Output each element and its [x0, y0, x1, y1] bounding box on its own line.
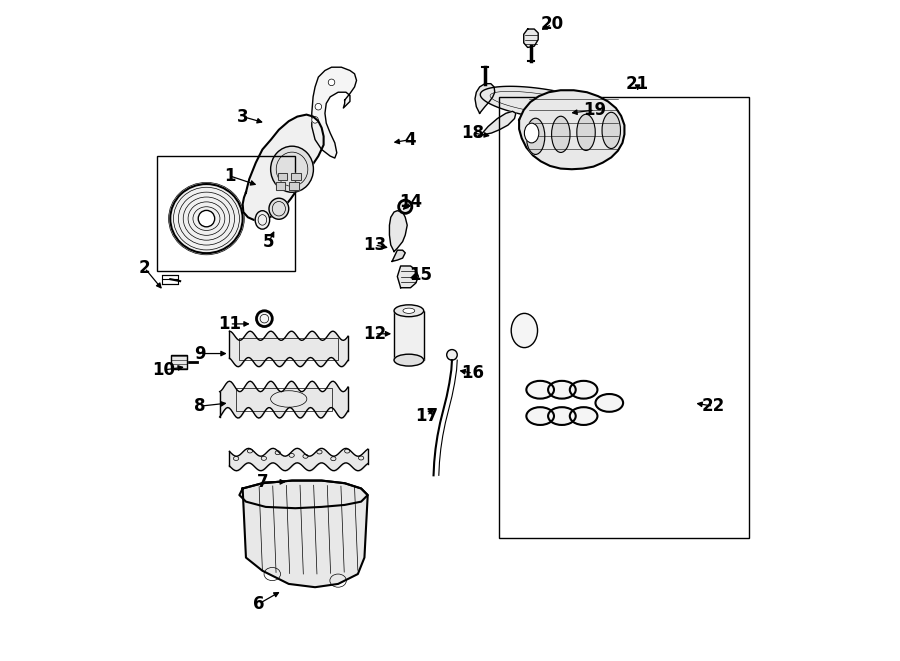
- Text: 19: 19: [583, 101, 607, 119]
- Ellipse shape: [602, 112, 620, 149]
- Polygon shape: [481, 87, 604, 120]
- Ellipse shape: [256, 211, 270, 229]
- Polygon shape: [390, 211, 407, 252]
- Ellipse shape: [570, 381, 598, 399]
- Text: 20: 20: [541, 15, 563, 34]
- Text: 14: 14: [399, 193, 422, 211]
- Bar: [171, 355, 186, 369]
- Text: 12: 12: [363, 325, 386, 343]
- Text: 16: 16: [462, 364, 484, 382]
- Bar: [171, 355, 186, 369]
- Bar: [292, 173, 301, 180]
- Polygon shape: [478, 111, 516, 136]
- Bar: [276, 182, 285, 190]
- Bar: [239, 338, 338, 360]
- Bar: [278, 173, 287, 180]
- Ellipse shape: [399, 200, 412, 214]
- Text: 9: 9: [194, 344, 206, 362]
- Bar: [290, 182, 299, 190]
- Text: 5: 5: [263, 233, 274, 251]
- Text: 18: 18: [462, 124, 484, 142]
- Bar: [278, 173, 287, 180]
- Text: 8: 8: [194, 397, 205, 415]
- Polygon shape: [392, 251, 405, 261]
- Bar: [276, 182, 285, 190]
- Ellipse shape: [526, 407, 554, 425]
- Bar: [394, 311, 424, 360]
- Ellipse shape: [271, 146, 313, 192]
- Ellipse shape: [548, 381, 576, 399]
- Ellipse shape: [394, 354, 424, 366]
- Polygon shape: [239, 481, 368, 508]
- Polygon shape: [524, 29, 538, 48]
- Ellipse shape: [446, 350, 457, 360]
- Text: 21: 21: [626, 75, 649, 93]
- Bar: [236, 389, 331, 410]
- Text: 2: 2: [139, 259, 150, 277]
- Text: 6: 6: [254, 595, 265, 613]
- Ellipse shape: [577, 114, 595, 151]
- Text: 17: 17: [416, 407, 438, 425]
- Polygon shape: [243, 114, 324, 220]
- Ellipse shape: [394, 305, 424, 317]
- Polygon shape: [311, 67, 356, 158]
- Ellipse shape: [548, 407, 576, 425]
- Text: 1: 1: [224, 167, 235, 185]
- Text: 22: 22: [702, 397, 724, 415]
- Ellipse shape: [198, 210, 215, 227]
- Polygon shape: [475, 84, 495, 113]
- Text: 3: 3: [237, 108, 248, 126]
- Polygon shape: [397, 266, 418, 288]
- Text: 10: 10: [152, 361, 176, 379]
- Text: 13: 13: [363, 236, 386, 254]
- Text: 7: 7: [256, 473, 268, 491]
- Bar: [158, 156, 295, 271]
- Bar: [290, 182, 299, 190]
- Ellipse shape: [526, 381, 554, 399]
- Ellipse shape: [552, 116, 570, 153]
- Ellipse shape: [269, 198, 289, 219]
- Bar: [292, 173, 301, 180]
- Ellipse shape: [256, 311, 273, 327]
- Ellipse shape: [403, 308, 415, 313]
- Ellipse shape: [596, 394, 623, 412]
- Ellipse shape: [170, 184, 243, 253]
- Polygon shape: [519, 91, 625, 169]
- Ellipse shape: [525, 123, 539, 143]
- Ellipse shape: [570, 407, 598, 425]
- Ellipse shape: [328, 79, 335, 86]
- Polygon shape: [243, 481, 368, 587]
- Ellipse shape: [311, 116, 319, 123]
- Bar: [500, 97, 750, 538]
- Text: 11: 11: [218, 315, 241, 333]
- Ellipse shape: [315, 103, 321, 110]
- Ellipse shape: [526, 118, 544, 155]
- Text: 15: 15: [409, 266, 432, 284]
- Text: 4: 4: [405, 131, 417, 149]
- Bar: [394, 311, 424, 360]
- Ellipse shape: [511, 313, 537, 348]
